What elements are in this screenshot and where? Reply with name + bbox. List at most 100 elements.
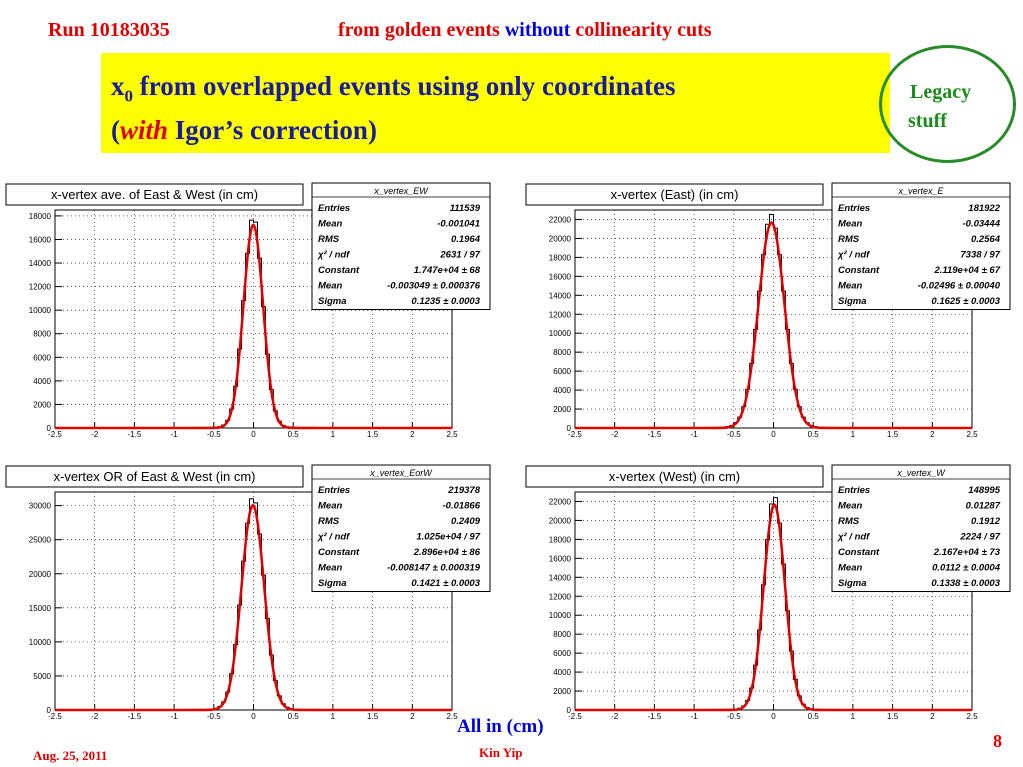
stats-value: 148995 — [968, 485, 1000, 496]
y-tick-label: 8000 — [33, 330, 51, 339]
chart-title-box — [5, 465, 304, 488]
stats-value: 219378 — [447, 485, 480, 496]
y-tick-label: 16000 — [549, 272, 572, 281]
y-tick-label: 0 — [47, 424, 52, 433]
stats-key: Mean — [318, 563, 342, 574]
stats-key: Sigma — [838, 578, 867, 589]
x-tick-label: -1 — [691, 712, 699, 721]
x-tick-label: -2.5 — [48, 430, 62, 439]
chart-title: x-vertex (East) (in cm) — [611, 187, 739, 202]
x-tick-label: 2.5 — [966, 712, 978, 721]
x-tick-label: 2 — [410, 712, 415, 721]
y-tick-label: 30000 — [29, 502, 52, 511]
stats-key: Constant — [838, 547, 880, 558]
slide-title-line2: (with Igor’s correction) — [111, 112, 377, 148]
x-tick-label: -1 — [171, 712, 179, 721]
y-tick-label: 12000 — [549, 310, 572, 319]
chart-panel-west: -2.5 -2 -1.5 -1 -0.5 0 0.5 1 1.5 2 2.5 0 2000 4000 600… — [520, 462, 1020, 729]
cut-text-3: collinearity cuts — [575, 19, 712, 41]
y-tick-label: 2000 — [553, 687, 571, 696]
y-tick-label: 14000 — [29, 259, 52, 268]
title-rest: from overlapped events using only coordi… — [133, 71, 676, 101]
x-tick-label: -0.5 — [727, 712, 741, 721]
chart-panel-ew: -2.5 -2 -1.5 -1 -0.5 0 0.5 1 1.5 2 2.5 0 2000 4000 600… — [0, 180, 500, 447]
x-tick-label: -2 — [91, 430, 99, 439]
stats-value: 2.167e+04 ± 73 — [933, 547, 1001, 558]
x-tick-label: 2.5 — [446, 712, 458, 721]
y-tick-label: 4000 — [553, 668, 571, 677]
x-tick-label: -1 — [691, 430, 699, 439]
stats-key: χ² / ndf — [317, 250, 350, 261]
stats-key: Mean — [318, 219, 342, 230]
stats-box — [831, 182, 1011, 310]
y-tick-label: 5000 — [33, 672, 51, 681]
x-tick-label: -1.5 — [648, 430, 662, 439]
title-subscript: 0 — [124, 86, 134, 106]
cut-text-1: from golden events — [338, 19, 500, 41]
date-label: Aug. 25, 2011 — [33, 748, 108, 763]
x-tick-label: 2.5 — [966, 430, 978, 439]
x-tick-label: 1.5 — [367, 712, 379, 721]
gaussian-fit-curve — [55, 504, 452, 712]
chart-title: x-vertex OR of East & West (in cm) — [53, 469, 255, 484]
x-tick-label: -0.5 — [207, 430, 221, 439]
stats-value: -0.003049 ± 0.000376 — [387, 281, 481, 292]
title-with: with — [120, 115, 169, 145]
x-tick-label: 2 — [410, 430, 415, 439]
x-tick-label: 0 — [771, 430, 776, 439]
gaussian-fit-curve — [55, 223, 452, 430]
stats-value: 0.2564 — [971, 234, 1001, 245]
stats-value: 0.1964 — [451, 234, 481, 245]
chart-x-vertex-west: -2.5 -2 -1.5 -1 -0.5 0 0.5 1 1.5 2 2.5 0 2000 4000 600… — [525, 464, 1011, 721]
x-tick-label: -2 — [611, 712, 619, 721]
stats-key: Entries — [318, 203, 350, 214]
stats-name: x_vertex_EorW — [369, 468, 433, 478]
stats-value: 111539 — [450, 203, 481, 214]
x-tick-label: 1.5 — [367, 430, 379, 439]
stats-value: 0.01287 — [966, 501, 1001, 512]
stats-key: RMS — [318, 516, 340, 527]
stats-name: x_vertex_W — [896, 468, 946, 478]
stats-box — [831, 464, 1011, 592]
y-tick-label: 18000 — [549, 253, 572, 262]
chart-x-vertex-east: -2.5 -2 -1.5 -1 -0.5 0 0.5 1 1.5 2 2.5 0 2000 4000 600… — [525, 182, 1011, 439]
stats-value: 2631 / 97 — [439, 250, 480, 261]
stats-value: 2.119e+04 ± 67 — [933, 265, 1000, 276]
y-tick-label: 25000 — [29, 536, 52, 545]
x-tick-label: -2.5 — [568, 712, 582, 721]
y-tick-label: 2000 — [33, 400, 51, 409]
stats-key: RMS — [318, 234, 340, 245]
stats-key: Sigma — [318, 296, 347, 307]
x-tick-label: -1.5 — [648, 712, 662, 721]
x-tick-label: -1.5 — [128, 712, 142, 721]
legacy-line2: stuff — [908, 110, 947, 132]
stats-key: Entries — [838, 485, 870, 496]
x-tick-label: -1.5 — [128, 430, 142, 439]
stats-value: 0.1338 ± 0.0003 — [931, 578, 1000, 589]
x-tick-label: 0 — [771, 712, 776, 721]
stats-key: RMS — [838, 516, 860, 527]
x-tick-label: 0 — [251, 430, 256, 439]
stats-value: 0.0112 ± 0.0004 — [932, 563, 1001, 574]
y-tick-label: 8000 — [553, 630, 571, 639]
chart-x-vertex-ew: -2.5 -2 -1.5 -1 -0.5 0 0.5 1 1.5 2 2.5 0 2000 4000 600… — [5, 182, 491, 439]
stats-box — [311, 464, 491, 592]
stats-key: Mean — [838, 501, 862, 512]
stats-value: 1.747e+04 ± 68 — [414, 265, 481, 276]
page-number: 8 — [993, 731, 1002, 751]
title-box — [101, 53, 890, 153]
stats-key: χ² / ndf — [837, 532, 870, 543]
x-tick-label: 1 — [331, 430, 336, 439]
stats-key: Mean — [838, 219, 862, 230]
chart-title: x-vertex ave. of East & West (in cm) — [51, 187, 258, 202]
stats-key: Sigma — [318, 578, 347, 589]
x-tick-label: -0.5 — [727, 430, 741, 439]
stats-value: 0.2409 — [451, 516, 481, 527]
stats-value: 2224 / 97 — [959, 532, 1000, 543]
y-tick-label: 10000 — [549, 329, 572, 338]
y-tick-label: 4000 — [553, 386, 571, 395]
stats-value: 0.1912 — [971, 516, 1001, 527]
y-tick-label: 22000 — [549, 497, 572, 506]
y-tick-label: 16000 — [549, 554, 572, 563]
stats-key: Mean — [318, 281, 342, 292]
